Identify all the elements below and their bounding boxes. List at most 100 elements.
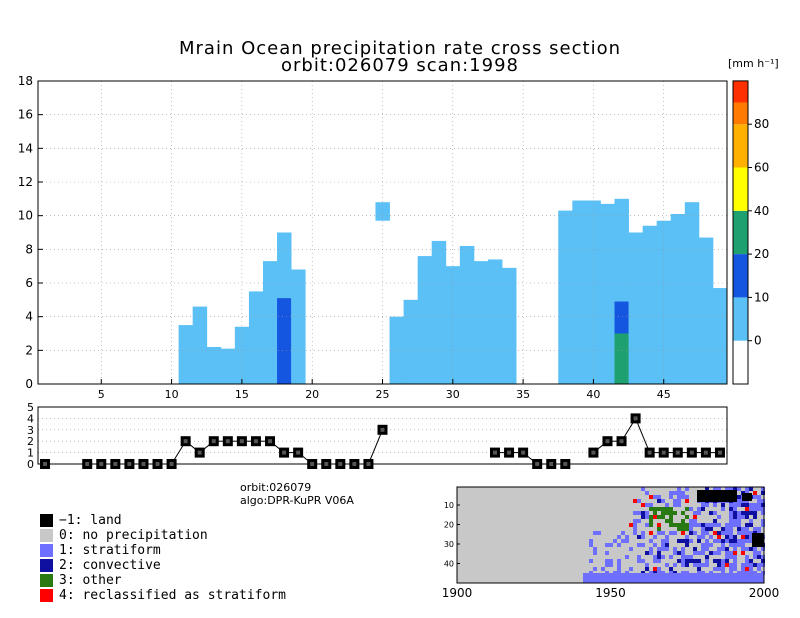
map-cell: [729, 567, 733, 571]
map-cell: [705, 547, 709, 551]
map-cell: [661, 555, 665, 559]
map-cell: [661, 531, 665, 535]
map-cell: [673, 531, 677, 535]
map-cell: [633, 499, 637, 503]
precip-column-19: [291, 269, 306, 384]
map-cell: [689, 555, 693, 559]
map-cell: [685, 499, 689, 503]
map-cell: [637, 499, 641, 503]
map-cell: [617, 559, 621, 563]
map-cell: [729, 535, 733, 539]
map-cell: [657, 495, 661, 499]
precip-column-14: [220, 348, 236, 384]
map-cell: [661, 515, 665, 519]
precip-column-17: [262, 261, 278, 384]
map-cell: [673, 563, 677, 567]
map-cell: [693, 551, 697, 555]
map-y-label: 20: [444, 521, 454, 530]
map-cell: [733, 551, 737, 555]
map-cell: [657, 523, 661, 527]
map-cell: [645, 511, 649, 515]
map-cell: [733, 523, 737, 527]
map-cell: [669, 491, 673, 495]
type-marker-inner: [717, 450, 722, 455]
map-cell: [741, 527, 745, 531]
map-cell: [649, 551, 653, 555]
map-cell: [645, 491, 649, 495]
map-cell: [709, 535, 713, 539]
map-cell: [741, 551, 745, 555]
map-cell: [629, 523, 633, 527]
map-cell: [593, 531, 597, 535]
x-tick-label: 30: [446, 388, 460, 401]
precip-column-25: [375, 202, 390, 221]
map-cell: [757, 551, 761, 555]
map-cell: [617, 567, 621, 571]
map-cell: [677, 527, 681, 531]
map-cell: [629, 567, 633, 571]
map-cell: [697, 563, 701, 567]
map-cell: [729, 523, 733, 527]
type-marker-inner: [675, 450, 680, 455]
map-cell: [705, 559, 709, 563]
chart-title: Mrain Ocean precipitation rate cross sec…: [178, 38, 621, 59]
type-y-label: 5: [27, 401, 34, 414]
map-cell: [617, 563, 621, 567]
map-cell: [749, 559, 753, 563]
map-cell: [749, 531, 753, 535]
chart-subtitle: orbit:026079 scan:1998: [281, 55, 519, 76]
x-tick-label: 10: [165, 388, 179, 401]
map-cell: [749, 567, 753, 571]
map-cell: [729, 555, 733, 559]
map-cell: [745, 527, 749, 531]
map-cell: [749, 519, 753, 523]
map-cell: [653, 535, 657, 539]
map-cell: [737, 527, 741, 531]
map-cell: [757, 527, 761, 531]
map-cell: [645, 563, 649, 567]
map-cell: [665, 511, 669, 515]
precip-column-49: [712, 288, 728, 384]
legend-label: −1: land: [59, 513, 122, 528]
map-cell: [669, 523, 673, 527]
map-cell: [717, 547, 721, 551]
type-frame: [37, 406, 728, 465]
map-cell: [649, 539, 653, 543]
info-block: orbit:026079 algo:DPR-KuPR V06A: [240, 481, 354, 507]
type-y-label: 2: [27, 435, 34, 448]
map-cell: [677, 503, 681, 507]
map-cell: [749, 539, 753, 543]
map-cell: [745, 539, 749, 543]
legend-item: −1: land: [40, 513, 286, 528]
y-tick-label: 10: [18, 209, 33, 223]
map-cell: [693, 519, 697, 523]
map-cell: [741, 539, 745, 543]
map-cell: [681, 519, 685, 523]
map-cell: [725, 563, 729, 567]
map-cell: [749, 507, 753, 511]
precip-column-47: [684, 202, 700, 384]
map-cell: [741, 531, 745, 535]
y-tick-label: 16: [18, 108, 33, 122]
map-cell: [673, 523, 677, 527]
map-cell: [649, 495, 653, 499]
precip-high-1: [614, 333, 629, 384]
y-tick-label: 4: [25, 310, 33, 324]
x-tick-label: 40: [586, 388, 600, 401]
map-cell: [633, 523, 637, 527]
legend-swatch: [40, 574, 53, 587]
map-cell: [693, 511, 697, 515]
map-cell: [689, 527, 693, 531]
colorbar-segment-7: [733, 80, 748, 103]
map-cell: [717, 563, 721, 567]
map-cell: [641, 487, 645, 491]
x-tick-label: 20: [305, 388, 319, 401]
map-cell: [717, 539, 721, 543]
map-cell: [661, 507, 665, 511]
map-cell: [733, 511, 737, 515]
map-cell: [741, 543, 745, 547]
map-cell: [677, 499, 681, 503]
map-cell: [681, 491, 685, 495]
